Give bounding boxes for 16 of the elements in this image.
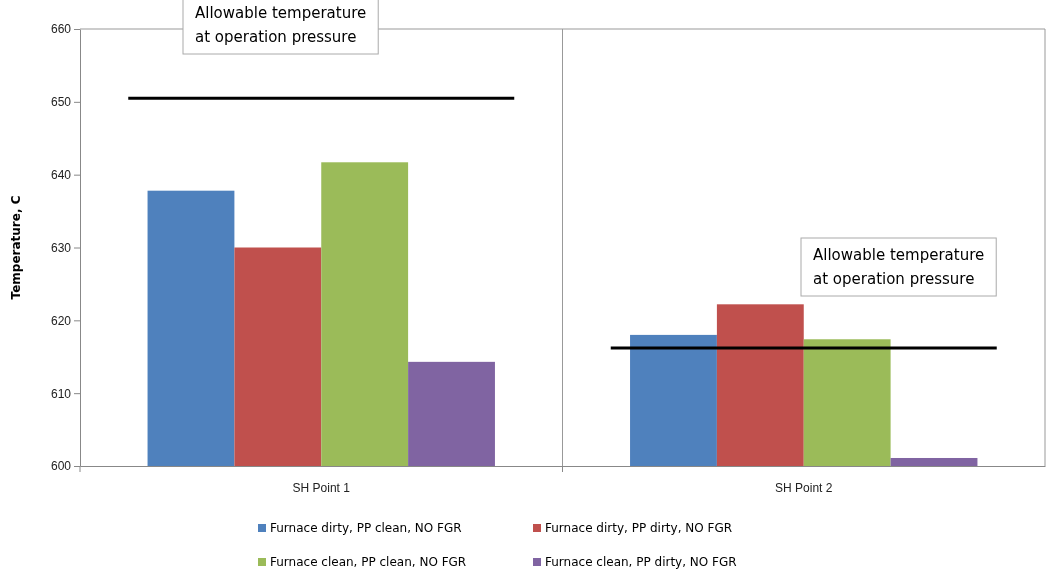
x-tick-label: SH Point 2 xyxy=(775,480,833,495)
y-tick-label: 600 xyxy=(50,459,72,474)
legend-label: Furnace dirty, PP clean, NO FGR xyxy=(270,521,462,535)
x-tick-label: SH Point 1 xyxy=(292,480,351,495)
y-tick-label: 660 xyxy=(50,22,72,37)
y-tick-label: 630 xyxy=(50,240,72,255)
legend-label: Furnace clean, PP clean, NO FGR xyxy=(270,555,467,569)
annotation: Allowable temperature at operation pressure xyxy=(195,4,367,46)
legend-label: Furnace clean, PP dirty, NO FGR xyxy=(545,555,737,569)
y-tick-label: 620 xyxy=(50,313,72,328)
legend-label: Furnace dirty, PP dirty, NO FGR xyxy=(545,521,733,535)
y-tick-label: 640 xyxy=(50,168,72,183)
y-axis-title: Temperature, C xyxy=(9,195,23,300)
y-tick-label: 610 xyxy=(50,386,72,401)
y-tick-label: 650 xyxy=(50,95,72,110)
annotation: Allowable temperature at operation pressure xyxy=(813,246,985,288)
